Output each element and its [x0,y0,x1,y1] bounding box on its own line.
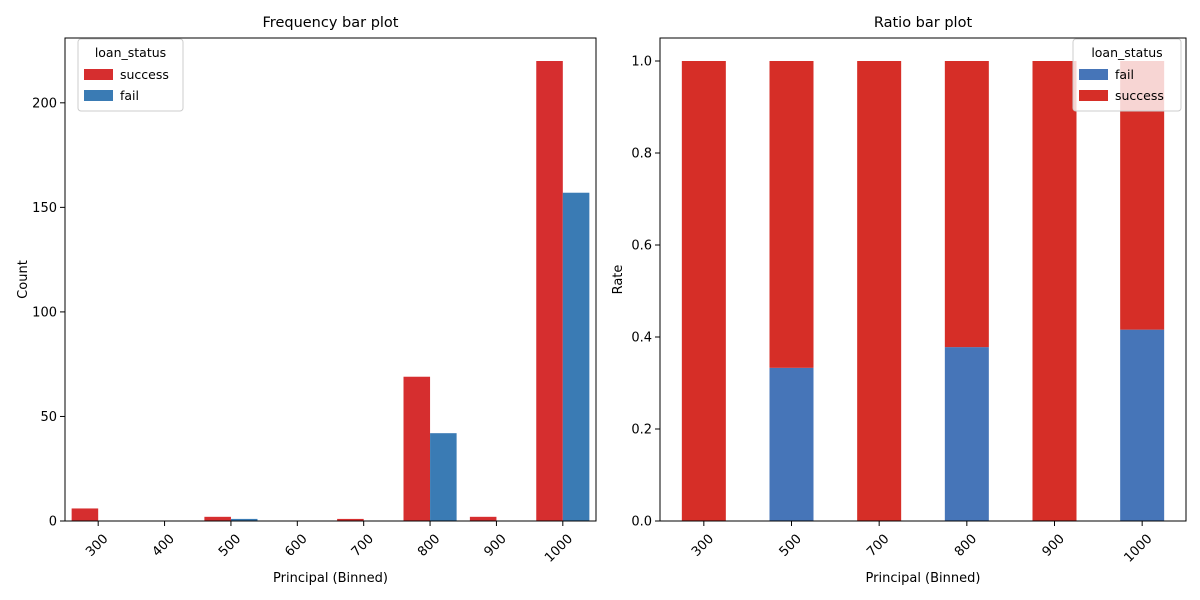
bar-success-800 [944,61,989,348]
legend-title: loan_status [1091,45,1162,60]
y-tick-label: 0.0 [631,515,652,530]
y-tick-label: 0.8 [631,147,652,162]
bar-success-800 [403,376,431,521]
axes-frame [659,37,1187,522]
bar-fail-500 [230,518,258,521]
y-tick-label: 1.0 [631,55,652,70]
x-tick-label: 900 [482,532,510,560]
x-tick-label: 300 [689,532,717,560]
y-tick-label: 100 [32,305,57,320]
bar-success-700 [337,518,364,521]
y-tick-label: 0 [49,515,57,530]
legend-label-fail: fail [1115,67,1134,82]
legend-swatch-success [1079,90,1108,101]
x-axis-label: Principal (Binned) [866,571,981,586]
x-tick-label: 600 [282,532,310,560]
x-tick-label: 700 [864,532,892,560]
x-axis-label: Principal (Binned) [273,571,388,586]
x-tick-label: 400 [150,532,178,560]
legend-title: loan_status [95,45,166,60]
y-tick-label: 200 [32,96,57,111]
x-tick-label: 300 [83,532,111,560]
bar-fail-500 [769,367,814,521]
axes-frame [64,37,597,522]
ratio-bar-plot: 0.0 0.2 0.4 0.6 0.8 1.0 300 500 700 800 900 1000 Rat… [611,15,1187,586]
y-tick-label: 0.6 [631,239,652,254]
legend-label-success: success [120,67,169,82]
legend-label-success: success [1115,88,1164,103]
chart-title: Frequency bar plot [263,15,399,31]
y-tick-label: 150 [32,201,57,216]
bar-fail-1000 [1120,329,1165,521]
legend-swatch-fail [84,90,113,101]
bar-success-700 [857,61,902,521]
bar-success-900 [469,516,497,521]
x-tick-label: 1000 [542,532,576,566]
chart-title: Ratio bar plot [874,15,973,31]
bar-fail-1000 [562,192,590,521]
bar-success-500 [204,516,231,521]
x-tick-label: 800 [952,532,980,560]
y-tick-label: 0.4 [631,331,652,346]
y-tick-label: 0.2 [631,423,652,438]
legend-swatch-success [84,69,113,80]
x-tick-label: 500 [216,532,244,560]
x-tick-label: 1000 [1121,532,1155,566]
y-tick-label: 50 [40,410,57,425]
bar-fail-800 [430,433,457,521]
bar-success-500 [769,61,814,368]
x-tick-label: 500 [777,532,805,560]
y-axis-label: Rate [611,265,626,295]
bar-success-300 [681,61,726,521]
y-axis-label: Count [16,260,31,299]
bar-success-300 [71,508,99,521]
bar-fail-800 [944,347,989,521]
bar-success-1000 [536,61,563,521]
legend-label-fail: fail [120,88,139,103]
bar-success-900 [1032,61,1077,521]
x-tick-label: 900 [1040,532,1068,560]
legend-swatch-fail [1079,69,1108,80]
x-tick-label: 700 [349,532,377,560]
x-tick-label: 800 [415,532,443,560]
frequency-bar-plot: 0 50 100 150 200 300 400 500 600 700 800 900 1000 Fre… [16,15,597,586]
